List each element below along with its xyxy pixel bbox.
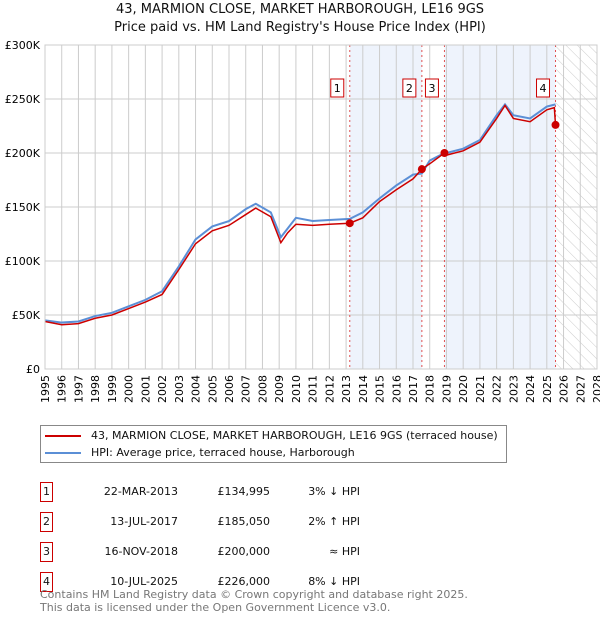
y-tick-label: £0 [26, 363, 40, 376]
legend-label: HPI: Average price, terraced house, Harb… [91, 446, 355, 459]
legend: 43, MARMION CLOSE, MARKET HARBOROUGH, LE… [40, 425, 507, 463]
x-tick-label: 2023 [507, 375, 520, 403]
price-line [44, 104, 557, 326]
legend-item-property: 43, MARMION CLOSE, MARKET HARBOROUGH, LE… [45, 427, 498, 444]
sale-date: 13-JUL-2017 [110, 515, 178, 528]
x-tick-label: 2028 [591, 375, 600, 403]
x-tick-label: 2018 [424, 375, 437, 403]
y-tick-label: £200K [5, 147, 41, 160]
sale-point [417, 165, 426, 174]
sale-hpi-diff: 2% ↑ HPI [308, 515, 360, 528]
sale-point [551, 120, 560, 129]
x-tick-label: 2008 [256, 375, 269, 403]
sale-point [440, 149, 449, 157]
x-tick-label: 2007 [240, 375, 253, 403]
sale-date: 16-NOV-2018 [104, 545, 178, 558]
sale-row: 2 13-JUL-2017 £185,050 2% ↑ HPI [40, 512, 460, 532]
x-tick-label: 2024 [524, 375, 537, 403]
x-tick-label: 2011 [307, 375, 320, 403]
sale-point [345, 219, 354, 228]
y-tick-label: £150K [5, 201, 41, 214]
x-tick-label: 2019 [440, 375, 453, 403]
footer-line: Contains HM Land Registry data © Crown c… [40, 588, 468, 601]
sale-row: 1 22-MAR-2013 £134,995 3% ↓ HPI [40, 482, 460, 502]
x-tick-label: 2009 [273, 375, 286, 403]
x-tick-label: 2010 [290, 375, 303, 403]
legend-label: 43, MARMION CLOSE, MARKET HARBOROUGH, LE… [91, 429, 498, 442]
sale-price: £185,050 [217, 515, 271, 528]
sale-hpi-diff: 3% ↓ HPI [308, 485, 360, 498]
sale-label: 4 [540, 82, 547, 95]
sale-price: £134,995 [217, 485, 271, 498]
x-tick-label: 2001 [139, 375, 152, 403]
x-tick-label: 2002 [156, 375, 169, 403]
x-tick-label: 2004 [190, 375, 203, 403]
y-tick-label: £50K [12, 309, 41, 322]
sale-label: 3 [428, 82, 435, 95]
sale-label-box [330, 78, 345, 98]
footer: Contains HM Land Registry data © Crown c… [40, 588, 468, 614]
x-tick-label: 2017 [407, 375, 420, 403]
x-tick-label: 2014 [357, 375, 370, 403]
x-tick-label: 2021 [474, 375, 487, 403]
sale-marker-box: 4 [40, 572, 53, 592]
sale-row: 3 16-NOV-2018 £200,000 ≈ HPI [40, 542, 460, 562]
legend-swatch [45, 451, 81, 454]
x-tick-label: 1997 [72, 375, 85, 403]
x-tick-label: 2020 [457, 375, 470, 403]
x-tick-label: 2022 [491, 375, 504, 403]
footer-line: This data is licensed under the Open Gov… [40, 601, 391, 614]
sale-marker-box: 3 [40, 542, 53, 562]
sale-label-box [402, 78, 417, 98]
hpi-line [44, 102, 556, 324]
sale-price: £200,000 [217, 545, 271, 558]
x-tick-label: 1999 [106, 375, 119, 403]
sale-marker-box: 1 [40, 482, 53, 502]
x-tick-label: 2027 [574, 375, 587, 403]
sale-marker-box: 2 [40, 512, 53, 532]
x-tick-label: 2026 [558, 375, 571, 403]
x-tick-label: 2016 [390, 375, 403, 403]
sale-label: 1 [334, 82, 341, 95]
x-tick-label: 1998 [89, 375, 102, 403]
sale-label-box [536, 78, 551, 98]
x-tick-label: 2006 [223, 375, 236, 403]
x-tick-label: 2005 [206, 375, 219, 403]
sale-date: 22-MAR-2013 [103, 485, 178, 498]
x-tick-label: 2003 [173, 375, 186, 403]
sale-label: 2 [406, 82, 413, 95]
x-tick-label: 1996 [56, 375, 69, 403]
x-tick-label: 2025 [541, 375, 554, 403]
x-tick-label: 2000 [123, 375, 136, 403]
x-tick-label: 2015 [374, 375, 387, 403]
sale-label-box [424, 78, 439, 98]
sale-row: 4 10-JUL-2025 £226,000 8% ↓ HPI [40, 572, 460, 592]
sale-hpi-diff: 8% ↓ HPI [308, 575, 360, 588]
y-tick-label: £300K [5, 39, 41, 52]
sale-price: £226,000 [217, 575, 271, 588]
x-tick-label: 2012 [323, 375, 336, 403]
legend-swatch [45, 434, 81, 437]
sale-date: 10-JUL-2025 [110, 575, 178, 588]
plot: 1995 1996 1997 1998 1999 2000 2001 2002 2003 2004… [5, 39, 600, 403]
plot-frame [44, 44, 598, 370]
y-tick-label: £100K [5, 255, 41, 268]
y-tick-label: £250K [5, 93, 41, 106]
chart-subtitle: Price paid vs. HM Land Registry's House … [114, 20, 486, 35]
x-tick-label: 1995 [39, 375, 52, 403]
x-tick-label: 2013 [340, 375, 353, 403]
legend-item-hpi: HPI: Average price, terraced house, Harb… [45, 444, 498, 461]
sale-hpi-diff: ≈ HPI [329, 545, 360, 558]
chart-title: 43, MARMION CLOSE, MARKET HARBOROUGH, LE… [115, 2, 485, 17]
